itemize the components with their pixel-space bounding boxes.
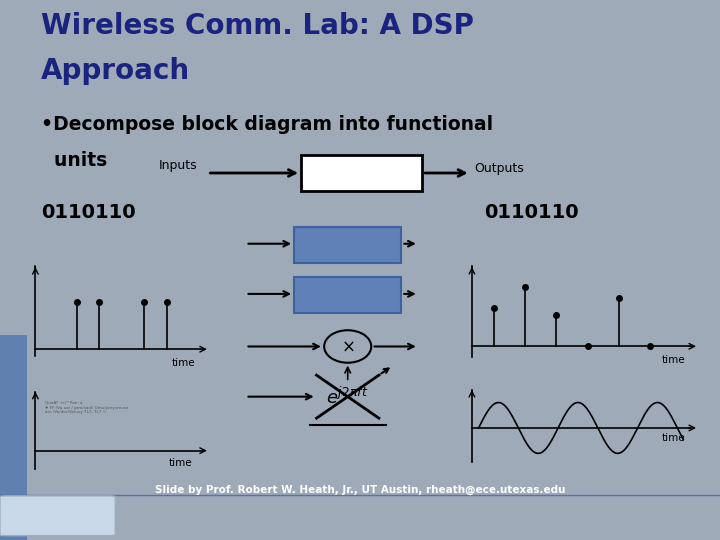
FancyBboxPatch shape: [294, 227, 401, 263]
Text: units: units: [41, 151, 107, 170]
Text: ni.com: ni.com: [30, 509, 78, 522]
FancyBboxPatch shape: [294, 277, 401, 313]
Text: System: System: [336, 166, 387, 180]
Text: Wireless Comm. Lab: A DSP: Wireless Comm. Lab: A DSP: [41, 12, 474, 40]
Text: time: time: [172, 358, 195, 368]
Text: h[n]: h[n]: [330, 236, 366, 251]
Text: time: time: [662, 434, 685, 443]
Text: $e^{j2\pi ft}$: $e^{j2\pi ft}$: [326, 387, 369, 408]
Text: 0110110: 0110110: [41, 203, 136, 222]
Text: 0110110: 0110110: [485, 203, 579, 222]
Text: Slide by Prof. Robert W. Heath, Jr., UT Austin, rheath@ece.utexas.edu: Slide by Prof. Robert W. Heath, Jr., UT …: [155, 485, 565, 496]
FancyBboxPatch shape: [0, 496, 115, 536]
Text: time: time: [662, 355, 685, 365]
Text: QuaAT +n™Pan: a
✦ FF /Vu usr / prm/saol/ Umu/yreysreuse
are /Vo/dor/Va/uvy TL7, : QuaAT +n™Pan: a ✦ FF /Vu usr / prm/saol/…: [45, 401, 128, 414]
FancyBboxPatch shape: [301, 155, 422, 191]
Text: Approach: Approach: [41, 57, 190, 85]
Text: time: time: [168, 458, 192, 468]
Text: h(t): h(t): [332, 286, 364, 301]
Text: Inputs: Inputs: [159, 159, 197, 172]
Text: Outputs: Outputs: [474, 163, 524, 176]
Text: $\times$: $\times$: [341, 338, 354, 355]
Text: •Decompose block diagram into functional: •Decompose block diagram into functional: [41, 114, 493, 134]
FancyBboxPatch shape: [0, 335, 27, 540]
